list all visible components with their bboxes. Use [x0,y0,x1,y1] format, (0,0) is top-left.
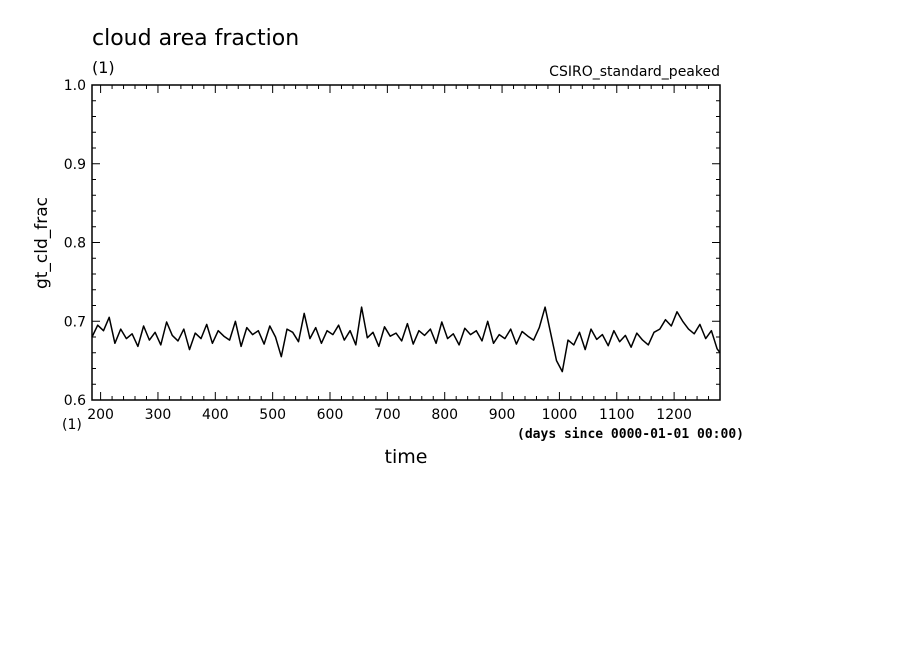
series-line [91,306,721,373]
x-tick-label: 1200 [656,407,692,423]
x-tick-label: 800 [431,407,458,423]
x-tick-labels: 200 300 400 500 600 700 800 900 1000 1100 1200 [87,407,692,423]
y-tick-label: 0.8 [64,236,86,252]
y-tick-label: 0.7 [64,314,86,330]
x-axis-title: time [385,446,428,468]
x-tick-label: 1000 [542,407,578,423]
x-tick-label: 200 [87,407,114,423]
x-unit-label: (days since 0000-01-01 00:00) [517,427,744,442]
y-tick-label: 0.6 [64,393,86,409]
y-unit-label: (1) [62,417,82,433]
chart-title: cloud area fraction [92,26,299,51]
model-label: CSIRO_standard_peaked [549,64,720,80]
x-tick-label: 900 [489,407,516,423]
x-tick-label: 1100 [599,407,635,423]
y-axis-title: gt_cld_frac [32,197,52,289]
y-tick-label: 0.9 [64,157,86,173]
x-tick-label: 500 [259,407,286,423]
x-tick-label: 400 [202,407,229,423]
y-tick-label: 1.0 [64,78,86,94]
title-unit: (1) [92,58,115,77]
x-tick-label: 700 [374,407,401,423]
plot-frame [91,84,721,401]
y-tick-labels: 0.6 0.7 0.8 0.9 1.0 [64,78,86,409]
axis-ticks [92,84,721,401]
x-tick-label: 300 [145,407,172,423]
x-tick-label: 600 [317,407,344,423]
